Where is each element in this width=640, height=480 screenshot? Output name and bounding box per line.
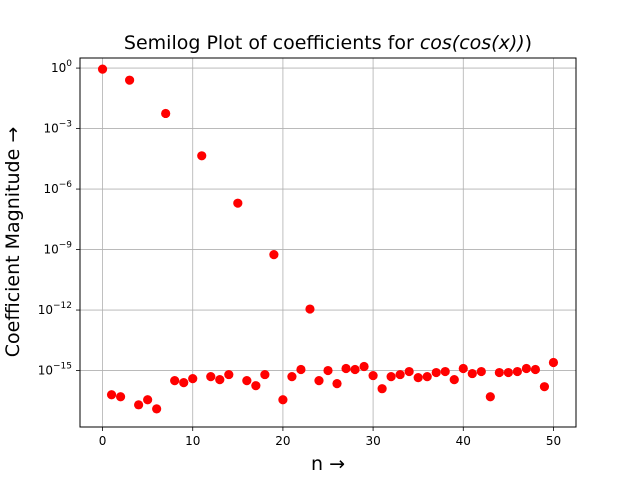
data-point (188, 374, 198, 384)
chart-title-math: cos(cos(x)) (420, 32, 525, 54)
data-point (449, 375, 459, 385)
data-point (485, 392, 495, 402)
x-tick-label: 10 (185, 434, 200, 448)
data-point (350, 364, 360, 375)
chart-title-close: ) (525, 32, 532, 54)
data-point (251, 381, 261, 391)
chart-title-prefix: Semilog Plot of coefficients for (124, 32, 420, 54)
data-point (97, 64, 108, 74)
data-point (548, 357, 559, 368)
chart-title: Semilog Plot of coefficients for cos(cos… (124, 32, 532, 54)
data-point (359, 361, 369, 372)
data-point (125, 75, 135, 85)
data-point (341, 363, 351, 374)
x-tick-label: 20 (275, 434, 290, 448)
data-point (170, 376, 180, 386)
data-point (296, 364, 306, 375)
x-tick-label: 30 (365, 434, 380, 448)
data-point (134, 400, 144, 410)
data-point (332, 379, 342, 389)
y-tick-label: 100 (51, 59, 72, 75)
data-point (422, 371, 432, 382)
data-point (539, 382, 550, 392)
data-point (512, 366, 522, 377)
data-point (260, 369, 270, 380)
data-point (179, 378, 189, 388)
data-point (458, 363, 468, 374)
data-point (368, 370, 378, 381)
data-points (97, 64, 559, 414)
y-tick-label: 10−15 (38, 362, 72, 378)
data-point (314, 376, 324, 386)
data-point (115, 392, 126, 402)
data-point (413, 372, 423, 383)
data-point (467, 368, 477, 379)
data-point (530, 364, 541, 375)
data-point (404, 366, 414, 377)
data-point (287, 371, 297, 382)
data-point (305, 304, 315, 314)
data-point (206, 371, 216, 382)
data-point (395, 369, 405, 380)
x-tick-label: 50 (546, 434, 561, 448)
data-point (521, 363, 532, 374)
data-point (440, 366, 450, 377)
data-point (197, 151, 207, 161)
y-tick-label: 10−6 (43, 180, 72, 196)
data-point (323, 365, 333, 376)
y-axis-label: Coefficient Magnitude → (2, 127, 24, 358)
y-tick-label: 10−12 (38, 301, 72, 317)
data-point (431, 367, 441, 378)
data-point (106, 390, 117, 400)
data-point (224, 369, 234, 380)
plot-frame (79, 57, 577, 428)
data-point (377, 384, 387, 394)
data-point (494, 367, 504, 378)
x-tick-label: 0 (99, 434, 107, 448)
y-tick-label: 10−3 (43, 120, 72, 136)
data-point (242, 376, 252, 386)
data-point (143, 395, 153, 405)
data-point (161, 108, 171, 119)
axis-ticks: 0 10 20 30 40 50 100 10−3 10−6 10−9 10−12 10−15 (38, 59, 561, 448)
grid-lines (80, 58, 576, 427)
data-point (278, 395, 288, 405)
x-tick-label: 40 (456, 434, 471, 448)
data-point (269, 249, 279, 260)
data-point (215, 375, 225, 385)
y-tick-label: 10−9 (43, 241, 72, 257)
data-point (386, 371, 396, 382)
data-point (476, 366, 486, 377)
data-point (233, 198, 243, 208)
x-axis-label: n → (311, 453, 345, 475)
data-point (152, 404, 162, 414)
data-point (503, 367, 513, 378)
